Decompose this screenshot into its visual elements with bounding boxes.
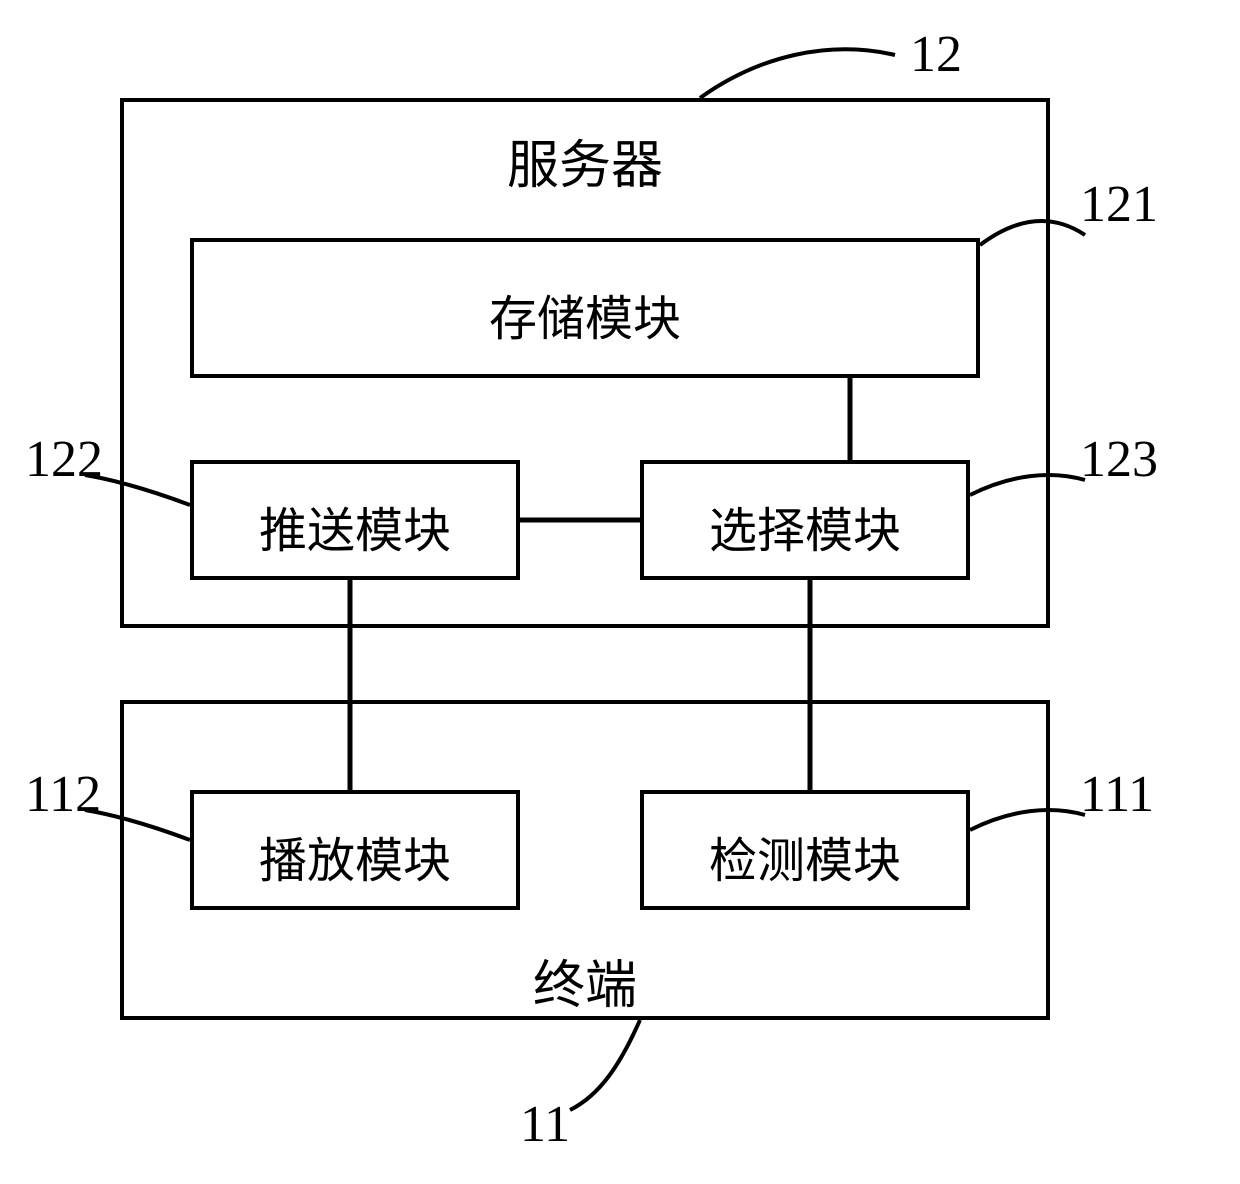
ref-123: 123 (1080, 430, 1158, 489)
ref-121: 121 (1080, 175, 1158, 234)
diagram-canvas: 服务器 存储模块 推送模块 选择模块 终端 播放模块 检测模块 12 121 1… (0, 0, 1240, 1184)
ref-11: 11 (520, 1095, 570, 1154)
ref-12: 12 (910, 25, 962, 84)
ref-111: 111 (1080, 765, 1154, 824)
server-title: 服务器 (120, 123, 1050, 198)
detect-module-label: 检测模块 (640, 821, 970, 891)
push-module-label: 推送模块 (190, 491, 520, 561)
select-module-label: 选择模块 (640, 491, 970, 561)
play-module-label: 播放模块 (190, 821, 520, 891)
ref-122: 122 (25, 430, 103, 489)
terminal-title: 终端 (120, 943, 1050, 1018)
storage-module-label: 存储模块 (190, 279, 980, 349)
ref-112: 112 (25, 765, 101, 824)
